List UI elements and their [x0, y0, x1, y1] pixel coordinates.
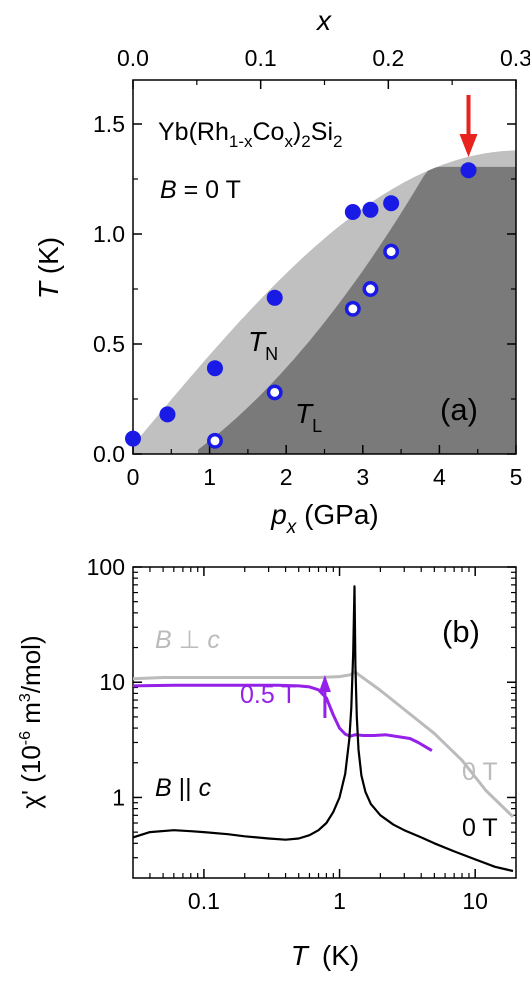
tn-point	[383, 195, 400, 212]
compound-title: Yb(Rh1-xCox)2Si2	[158, 118, 342, 151]
axis-ticks-a: 0 1 2 3 4 5 0.0 0.5 1.0 1.5 0.0 0.1 0.2 0.3	[93, 45, 530, 490]
tl-point	[266, 384, 283, 401]
tn-point	[206, 360, 223, 377]
label-zero-t-black: 0 T	[462, 814, 498, 842]
purple-arrow-marker	[318, 675, 331, 718]
x-axis-label-b: T (K)	[291, 940, 359, 971]
y-tick-label-b: 1	[112, 784, 125, 810]
tl-point	[344, 300, 361, 317]
x-tick-label-b: 10	[462, 888, 488, 914]
tn-point	[460, 162, 477, 179]
panel-a: 0 1 2 3 4 5 0.0 0.5 1.0 1.5 0.0 0.1 0.2 0.3 x Yb(Rh1-…	[33, 5, 530, 538]
x2-tick-label-a: 0.3	[500, 45, 530, 71]
label-b-par-c: B || c	[155, 774, 212, 802]
x-tick-label-a: 1	[203, 464, 216, 490]
plot-frame-b	[132, 566, 517, 879]
line-b-parallel-c	[133, 585, 514, 873]
tn-label: TN	[248, 326, 278, 364]
label-half-tesla: 0.5 T	[240, 681, 297, 709]
y-axis-label-a: T (K)	[33, 237, 64, 299]
y-tick-label-a: 0.5	[93, 331, 125, 357]
x-tick-label-a: 2	[280, 464, 293, 490]
x-tick-label-a: 3	[356, 464, 369, 490]
label-zero-t-gray: 0 T	[462, 758, 498, 786]
data-points-a	[125, 162, 477, 449]
panel-label-a: (a)	[440, 392, 478, 427]
x-tick-label-a: 0	[127, 464, 140, 490]
x-tick-label-a: 5	[510, 464, 523, 490]
tn-point	[125, 430, 141, 447]
tn-point	[266, 289, 283, 306]
x-axis-label-a: px (GPa)	[270, 499, 379, 538]
red-arrow-marker	[459, 95, 478, 157]
tl-point	[207, 432, 223, 449]
axis-ticks-b: 0.1 1 10 1 10 100	[87, 554, 516, 914]
tl-label: TL	[295, 398, 322, 436]
label-b-perp-c: B ⊥ c	[155, 626, 220, 654]
y-tick-label-b: 10	[99, 669, 125, 695]
tl-point	[383, 243, 400, 260]
y-tick-label-b: 100	[87, 554, 125, 580]
field-annotation: B = 0 T	[160, 176, 241, 204]
x-tick-label-b: 1	[333, 888, 346, 914]
x2-tick-label-a: 0.1	[245, 45, 277, 71]
arrow-head	[459, 134, 478, 157]
tn-point	[344, 204, 361, 220]
x-tick-label-b: 0.1	[188, 888, 220, 914]
top-axis-label: x	[315, 5, 332, 36]
y-tick-label-a: 1.5	[93, 111, 125, 137]
y-tick-label-a: 1.0	[93, 221, 125, 247]
panel-label-b: (b)	[442, 614, 480, 649]
line-b-perp-c-half	[133, 683, 433, 752]
tn-point	[362, 201, 379, 218]
data-lines-b	[133, 585, 515, 873]
tn-point	[159, 406, 176, 423]
y-axis-label-b: χ' (10-6 m3/mol)	[16, 635, 46, 808]
x2-tick-label-a: 0.2	[372, 45, 404, 71]
purple-arrow-head	[318, 675, 331, 692]
x-tick-label-a: 4	[433, 464, 446, 490]
x2-tick-label-a: 0.0	[117, 45, 149, 71]
y-tick-label-a: 0.0	[93, 441, 125, 467]
tl-point	[362, 281, 379, 297]
